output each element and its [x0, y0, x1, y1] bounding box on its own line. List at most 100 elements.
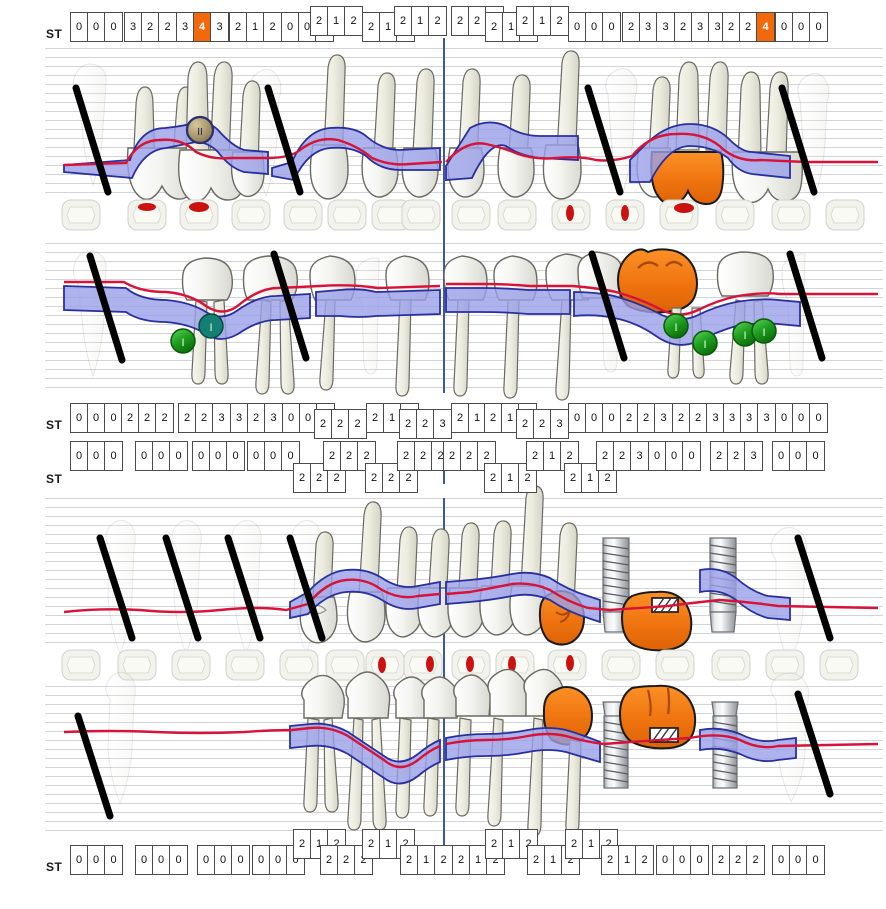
pocket-depth-cell[interactable]: 2	[349, 410, 366, 438]
pocket-depth-cell[interactable]: 3	[231, 404, 248, 432]
pocket-depth-cell[interactable]: 0	[793, 13, 810, 41]
pocket-depth-cell[interactable]: 2	[341, 442, 358, 470]
pocket-depth-cell[interactable]: 2	[711, 442, 728, 470]
pocket-depth-cell[interactable]: 4	[194, 13, 211, 41]
pocket-depth-cell[interactable]: 2	[324, 442, 341, 470]
pocket-depth-cell[interactable]: 0	[88, 442, 105, 470]
pocket-depth-cell[interactable]: 0	[215, 846, 232, 874]
pocket-depth-cell[interactable]: 3	[709, 13, 726, 41]
pocket-depth-cell[interactable]: 2	[264, 13, 281, 41]
pocket-depth-cell[interactable]: 0	[88, 404, 105, 432]
pocket-depth-cell[interactable]: 0	[603, 404, 620, 432]
pocket-depth-cell[interactable]: 2	[723, 13, 740, 41]
pocket-depth-cell[interactable]: 2	[486, 830, 503, 858]
pocket-depth-cell[interactable]: 2	[730, 846, 747, 874]
pocket-depth-cell[interactable]: 1	[470, 846, 487, 874]
pocket-depth-cell[interactable]: 1	[247, 13, 264, 41]
pocket-depth-cell[interactable]: 2	[597, 442, 614, 470]
pocket-depth-cell[interactable]: 2	[156, 404, 173, 432]
pocket-depth-cell[interactable]: 0	[136, 442, 153, 470]
pocket-depth-cell[interactable]: 0	[136, 846, 153, 874]
pocket-depth-cell[interactable]: 0	[270, 846, 287, 874]
pocket-depth-cell[interactable]: 2	[599, 464, 616, 492]
pocket-depth-cell[interactable]: 2	[517, 7, 534, 35]
pocket-depth-cell[interactable]: 2	[315, 410, 332, 438]
pocket-depth-cell[interactable]: 2	[311, 464, 328, 492]
pocket-depth-cell[interactable]: 2	[321, 846, 338, 874]
pocket-depth-cell[interactable]: 0	[657, 846, 674, 874]
pocket-depth-cell[interactable]: 2	[623, 13, 640, 41]
pocket-depth-cell[interactable]: 2	[485, 404, 502, 432]
pocket-depth-cell[interactable]: 2	[400, 410, 417, 438]
pocket-depth-cell[interactable]: 3	[692, 13, 709, 41]
pocket-depth-cell[interactable]: 3	[707, 404, 724, 432]
pocket-depth-cell[interactable]: 0	[674, 846, 691, 874]
pocket-depth-cell[interactable]: 2	[338, 846, 355, 874]
pocket-depth-cell[interactable]: 2	[139, 404, 156, 432]
pocket-depth-cell[interactable]: 0	[807, 442, 824, 470]
pocket-depth-cell[interactable]: 0	[170, 846, 187, 874]
pocket-depth-cell[interactable]: 2	[294, 830, 311, 858]
pocket-depth-cell[interactable]: 3	[631, 442, 648, 470]
pocket-depth-cell[interactable]: 0	[232, 846, 249, 874]
pocket-depth-cell[interactable]: 0	[773, 846, 790, 874]
pocket-depth-cell[interactable]: 0	[210, 442, 227, 470]
pocket-depth-cell[interactable]: 2	[638, 404, 655, 432]
pocket-depth-cell[interactable]: 0	[810, 404, 827, 432]
pocket-depth-cell[interactable]: 2	[517, 410, 534, 438]
pocket-depth-cell[interactable]: 2	[367, 404, 384, 432]
pocket-depth-cell[interactable]: 1	[544, 442, 561, 470]
pocket-depth-cell[interactable]: 1	[412, 7, 429, 35]
pocket-depth-cell[interactable]: 3	[745, 442, 762, 470]
pocket-depth-cell[interactable]: 0	[569, 404, 586, 432]
pocket-depth-cell[interactable]: 2	[602, 846, 619, 874]
pocket-depth-cell[interactable]: 0	[793, 404, 810, 432]
pocket-depth-cell[interactable]: 1	[619, 846, 636, 874]
pocket-depth-cell[interactable]: 4	[757, 13, 774, 41]
pocket-depth-cell[interactable]: 2	[435, 846, 452, 874]
pocket-depth-cell[interactable]: 2	[196, 404, 213, 432]
pocket-depth-cell[interactable]: 2	[565, 464, 582, 492]
pocket-depth-cell[interactable]: 2	[551, 7, 568, 35]
pocket-depth-cell[interactable]: 1	[583, 830, 600, 858]
pocket-depth-cell[interactable]: 2	[398, 442, 415, 470]
pocket-depth-cell[interactable]: 2	[461, 442, 478, 470]
pocket-depth-cell[interactable]: 0	[691, 846, 708, 874]
pocket-depth-cell[interactable]: 2	[621, 404, 638, 432]
pocket-depth-cell[interactable]: 2	[527, 442, 544, 470]
pocket-depth-cell[interactable]: 2	[328, 464, 345, 492]
pocket-depth-cell[interactable]: 0	[773, 442, 790, 470]
pocket-depth-cell[interactable]: 3	[211, 13, 228, 41]
pocket-depth-cell[interactable]: 2	[122, 404, 139, 432]
pocket-depth-cell[interactable]: 3	[758, 404, 775, 432]
pocket-depth-cell[interactable]: 0	[88, 846, 105, 874]
pocket-depth-cell[interactable]: 0	[71, 846, 88, 874]
pocket-depth-cell[interactable]: 0	[88, 13, 105, 41]
pocket-depth-cell[interactable]: 1	[503, 830, 520, 858]
pocket-depth-cell[interactable]: 0	[603, 13, 620, 41]
pocket-depth-cell[interactable]: 0	[283, 404, 300, 432]
pocket-depth-cell[interactable]: 0	[807, 846, 824, 874]
pocket-depth-cell[interactable]: 2	[566, 830, 583, 858]
